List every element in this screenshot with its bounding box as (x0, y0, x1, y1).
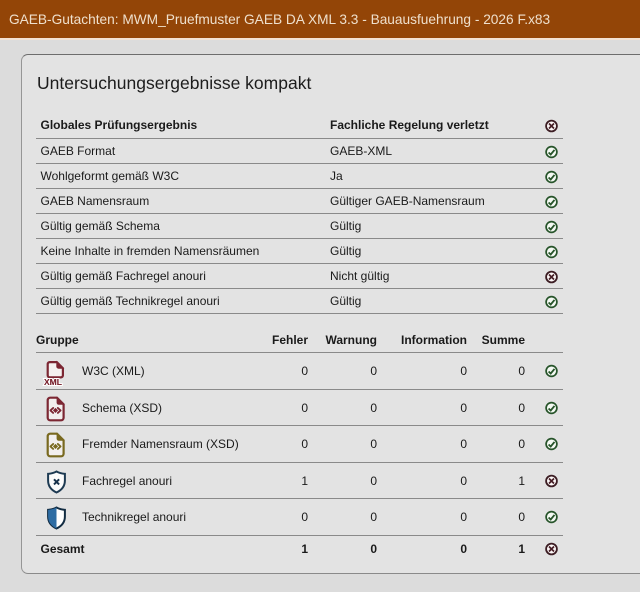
svg-text:XML: XML (44, 377, 62, 386)
svg-text:XML: XML (44, 377, 62, 386)
